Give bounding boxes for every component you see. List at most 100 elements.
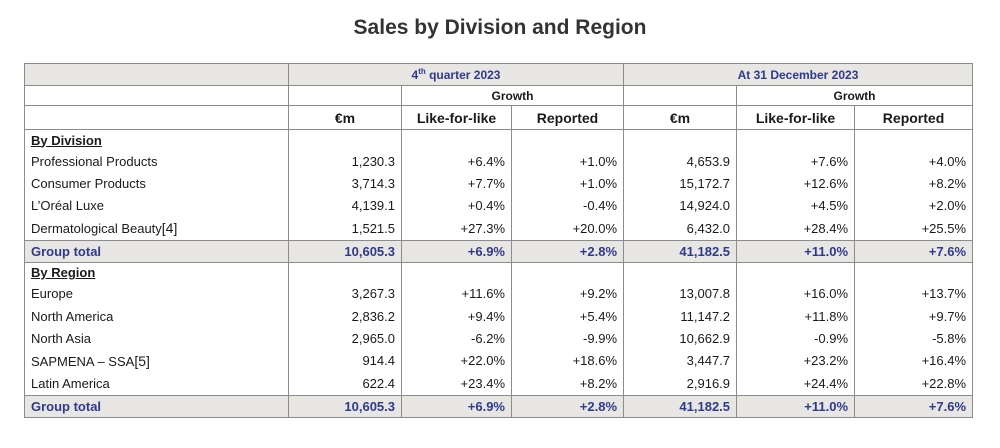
cell-year-reported: +9.7% xyxy=(854,304,974,328)
row-label-text: Dermatological Beauty xyxy=(31,221,162,237)
cell-year-eur: 2,916.9 xyxy=(686,375,731,391)
empty-cell xyxy=(510,262,625,283)
row-label: SAPMENA – SSA[5] xyxy=(24,349,289,373)
cell-year-reported: +2.0% xyxy=(854,194,974,218)
header-blank-cell xyxy=(24,85,289,106)
cell-q4-eur: 622.4 xyxy=(288,372,402,396)
period-q4-label: quarter 2023 xyxy=(425,68,501,82)
empty-cell xyxy=(624,262,737,283)
header-blank-cell xyxy=(623,85,738,106)
table-row: North America 2,836.2 +9.4% +5.4% 11,147.2 +1… xyxy=(24,304,974,328)
cell-q4-lfl: +11.6% xyxy=(401,282,512,305)
cell-year-reported: +16.4% xyxy=(854,349,974,373)
empty-cell xyxy=(736,129,855,150)
table-row: L’Oréal Luxe 4,139.1 +0.4% -0.4% 14,924.0 +4.… xyxy=(24,194,974,218)
cell-year-reported: +4.0% xyxy=(854,150,974,173)
col-eur-q4: €m xyxy=(288,105,402,130)
empty-cell xyxy=(401,262,512,283)
table-row: Consumer Products 3,714.3 +7.7% +1.0% 15,172… xyxy=(24,172,974,195)
cell-q4-lfl: +6.4% xyxy=(401,150,512,173)
cell-q4-lfl: +6.9% xyxy=(401,394,512,418)
cell-q4-eur: 1,230.3 xyxy=(288,150,402,173)
cell-q4-reported: +1.0% xyxy=(510,172,625,195)
sales-table: 4th quarter 2023 At 31 December 2023 Gro… xyxy=(24,63,974,418)
table-row: Professional Products 1,230.3 +6.4% +1.0% 4,… xyxy=(24,150,974,173)
row-label-text: L’Oréal Luxe xyxy=(31,198,104,214)
cell-q4-eur: 10,605.3 xyxy=(288,239,402,263)
cell-q4-lfl: +0.4% xyxy=(401,194,512,218)
cell-year-reported: +13.7% xyxy=(854,282,974,305)
cell-q4-lfl: -6.2% xyxy=(401,327,512,350)
cell-year-lfl: +23.2% xyxy=(736,349,855,373)
cell-year-lfl: -0.9% xyxy=(736,327,855,350)
row-label: North Asia xyxy=(24,327,289,350)
cell-year-reported: +25.5% xyxy=(854,217,974,241)
empty-cell xyxy=(624,130,737,151)
header-blank-cell xyxy=(24,105,289,130)
row-label-text: North Asia xyxy=(31,331,91,347)
row-label-text: Europe xyxy=(31,286,73,302)
cell-year-eur: 4,653.9 xyxy=(686,153,731,169)
cell-year-eur: 41,182.5 xyxy=(623,394,737,418)
cell-q4-reported: -9.9% xyxy=(510,327,625,350)
growth-header-year: Growth xyxy=(736,85,974,106)
table-row: SAPMENA – SSA[5] 914.4 +22.0% +18.6% 3,447.7… xyxy=(24,349,974,373)
header-row-periods: 4th quarter 2023 At 31 December 2023 xyxy=(24,63,974,86)
group-total-row: Group total 10,605.3 +6.9% +2.8% 41,182.5 +11… xyxy=(24,394,974,418)
cell-year-reported: +7.6% xyxy=(854,394,974,418)
cell-q4-reported: +2.8% xyxy=(510,394,625,418)
division-section: By Division Professional Products 1,230.3 +… xyxy=(24,129,974,263)
cell-year-eur: 13,007.8 xyxy=(679,286,731,302)
cell-q4-lfl: +23.4% xyxy=(401,372,512,396)
header-row-columns: €m Like-for-like Reported €m Like-for-li… xyxy=(24,105,974,130)
col-eur-year: €m xyxy=(623,105,738,130)
cell-year-lfl: +11.0% xyxy=(736,239,855,263)
col-lfl-year: Like-for-like xyxy=(736,105,856,130)
cell-q4-reported: +5.4% xyxy=(510,304,625,328)
cell-q4-eur: 2,965.0 xyxy=(288,327,402,350)
total-label: Group total xyxy=(24,239,289,263)
col-lfl-q4: Like-for-like xyxy=(401,105,512,130)
cell-q4-lfl: +7.7% xyxy=(401,172,512,195)
cell-year-eur: 15,172.7 xyxy=(679,176,731,192)
period-q4-ordinal: th xyxy=(418,67,426,76)
cell-year-eur: 14,924.0 xyxy=(679,198,731,214)
cell-year-eur: 41,182.5 xyxy=(623,239,737,263)
cell-q4-lfl: +22.0% xyxy=(401,349,512,373)
section-heading: By Division xyxy=(24,129,289,150)
cell-q4-eur: 10,605.3 xyxy=(288,394,402,418)
cell-q4-eur: 2,836.2 xyxy=(288,304,402,328)
region-section: By Region Europe 3,267.3 +11.6% +9.2% 13,007.… xyxy=(24,262,974,418)
row-label-text: Consumer Products xyxy=(31,176,146,192)
cell-year-reported: -5.8% xyxy=(854,327,974,350)
section-heading: By Region xyxy=(24,262,289,283)
cell-year-lfl: +16.0% xyxy=(736,282,855,305)
cell-year-eur: 10,662.9 xyxy=(679,331,731,347)
row-label: Latin America xyxy=(24,372,289,396)
col-reported-q4: Reported xyxy=(510,105,625,130)
empty-cell xyxy=(288,262,402,283)
table-row: North Asia 2,965.0 -6.2% -9.9% 10,662.9 -0.9%… xyxy=(24,327,974,350)
table-row: Latin America 622.4 +23.4% +8.2% 2,916.9 +24.… xyxy=(24,372,974,396)
footnote-ref: [5] xyxy=(134,352,150,369)
empty-cell xyxy=(736,262,855,283)
page-title: Sales by Division and Region xyxy=(353,16,647,39)
cell-q4-lfl: +27.3% xyxy=(401,217,512,241)
cell-q4-eur: 4,139.1 xyxy=(288,194,402,218)
table-header: 4th quarter 2023 At 31 December 2023 Gro… xyxy=(24,63,974,130)
section-heading-row: By Division xyxy=(24,129,974,151)
header-blank-cell xyxy=(288,85,402,106)
growth-header-q4: Growth xyxy=(400,85,625,106)
cell-year-reported: +8.2% xyxy=(854,172,974,195)
section-heading-row: By Region xyxy=(24,262,974,283)
period-q4-number: 4 xyxy=(411,68,419,82)
header-blank-cell xyxy=(24,63,289,86)
row-label-text: Latin America xyxy=(31,375,110,391)
cell-q4-eur: 3,714.3 xyxy=(288,172,402,195)
cell-year-lfl: +11.8% xyxy=(736,304,855,328)
cell-q4-reported: -0.4% xyxy=(510,194,625,218)
row-label-text: SAPMENA – SSA xyxy=(31,353,135,369)
period-year-header: At 31 December 2023 xyxy=(623,63,974,86)
row-label: L’Oréal Luxe xyxy=(24,194,289,218)
cell-year-lfl: +4.5% xyxy=(736,194,855,218)
